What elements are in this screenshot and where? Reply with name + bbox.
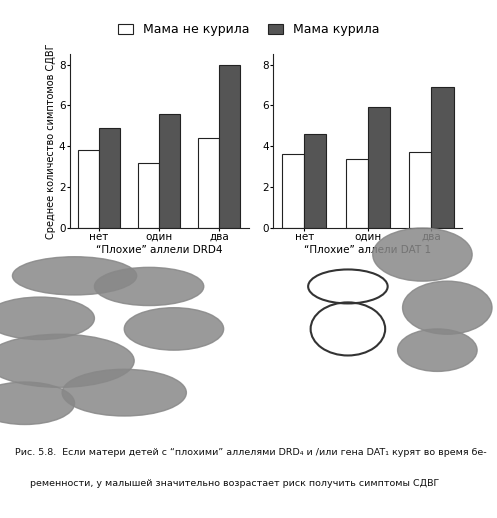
Bar bbox=[99, 128, 120, 228]
Text: Рис. 5.8.  Если матери детей с “плохими” аллелями DRD₄ и /или гена DAT₁ курят во: Рис. 5.8. Если матери детей с “плохими” … bbox=[15, 448, 487, 457]
Ellipse shape bbox=[124, 308, 224, 350]
Ellipse shape bbox=[12, 257, 137, 295]
Bar bbox=[219, 65, 241, 228]
Bar bbox=[78, 150, 99, 228]
Legend: Мама не курила, Мама курила: Мама не курила, Мама курила bbox=[118, 23, 379, 36]
Ellipse shape bbox=[0, 334, 134, 387]
Bar bbox=[138, 163, 159, 228]
Bar bbox=[282, 154, 304, 228]
Ellipse shape bbox=[403, 281, 492, 334]
Ellipse shape bbox=[0, 382, 75, 425]
Ellipse shape bbox=[398, 329, 477, 371]
Bar bbox=[198, 138, 219, 228]
X-axis label: “Плохие” аллели DAT 1: “Плохие” аллели DAT 1 bbox=[304, 245, 431, 255]
Bar bbox=[345, 159, 368, 228]
Ellipse shape bbox=[62, 369, 186, 416]
Text: ременности, у малышей значительно возрастает риск получить симптомы СДВГ: ременности, у малышей значительно возрас… bbox=[15, 479, 439, 488]
Ellipse shape bbox=[373, 228, 472, 281]
Ellipse shape bbox=[0, 297, 94, 340]
X-axis label: “Плохие” аллели DRD4: “Плохие” аллели DRD4 bbox=[96, 245, 222, 255]
Bar bbox=[409, 152, 431, 228]
Bar bbox=[368, 107, 390, 228]
Bar bbox=[304, 134, 327, 228]
Bar bbox=[159, 113, 180, 228]
Bar bbox=[431, 87, 454, 228]
Y-axis label: Среднее количество симптомов СДВГ: Среднее количество симптомов СДВГ bbox=[46, 44, 56, 239]
Ellipse shape bbox=[94, 267, 204, 306]
